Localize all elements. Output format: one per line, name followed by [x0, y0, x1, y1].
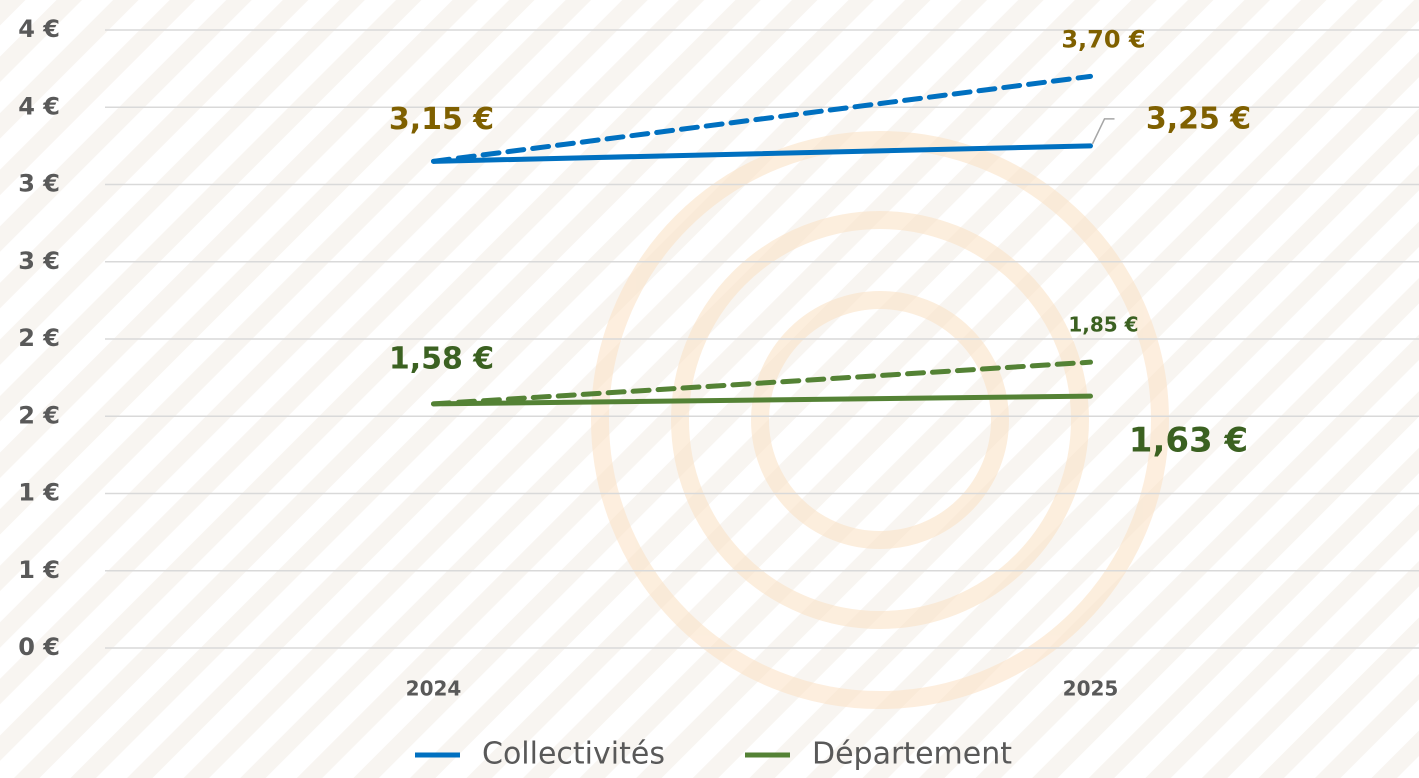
dashed-line [431, 73, 1093, 164]
line [431, 143, 1093, 164]
legend-label: Département [812, 737, 1012, 772]
y-tick-label: 4 € [18, 15, 60, 43]
dashed-line [431, 359, 1093, 407]
data-label: 3,25 € [1146, 101, 1251, 136]
y-tick-label: 4 € [18, 92, 60, 120]
x-tick-label: 2025 [1063, 677, 1119, 701]
y-tick-label: 2 € [18, 324, 60, 352]
y-tick-label: 1 € [18, 556, 60, 584]
x-tick-label: 2024 [406, 677, 462, 701]
y-tick-label: 3 € [18, 247, 60, 275]
data-label: 1,63 € [1129, 421, 1248, 461]
line [431, 393, 1093, 407]
watermark [591, 131, 1169, 709]
y-tick-label: 2 € [18, 401, 60, 429]
y-tick-label: 3 € [18, 170, 60, 198]
data-label: 3,15 € [389, 102, 494, 137]
y-tick-label: 1 € [18, 479, 60, 507]
y-tick-label: 0 € [18, 633, 60, 661]
leader-line [1091, 118, 1115, 145]
data-label: 3,70 € [1061, 25, 1145, 53]
legend-label: Collectivités [482, 737, 665, 772]
data-label: 1,85 € [1068, 313, 1138, 337]
data-label: 1,58 € [389, 341, 494, 376]
